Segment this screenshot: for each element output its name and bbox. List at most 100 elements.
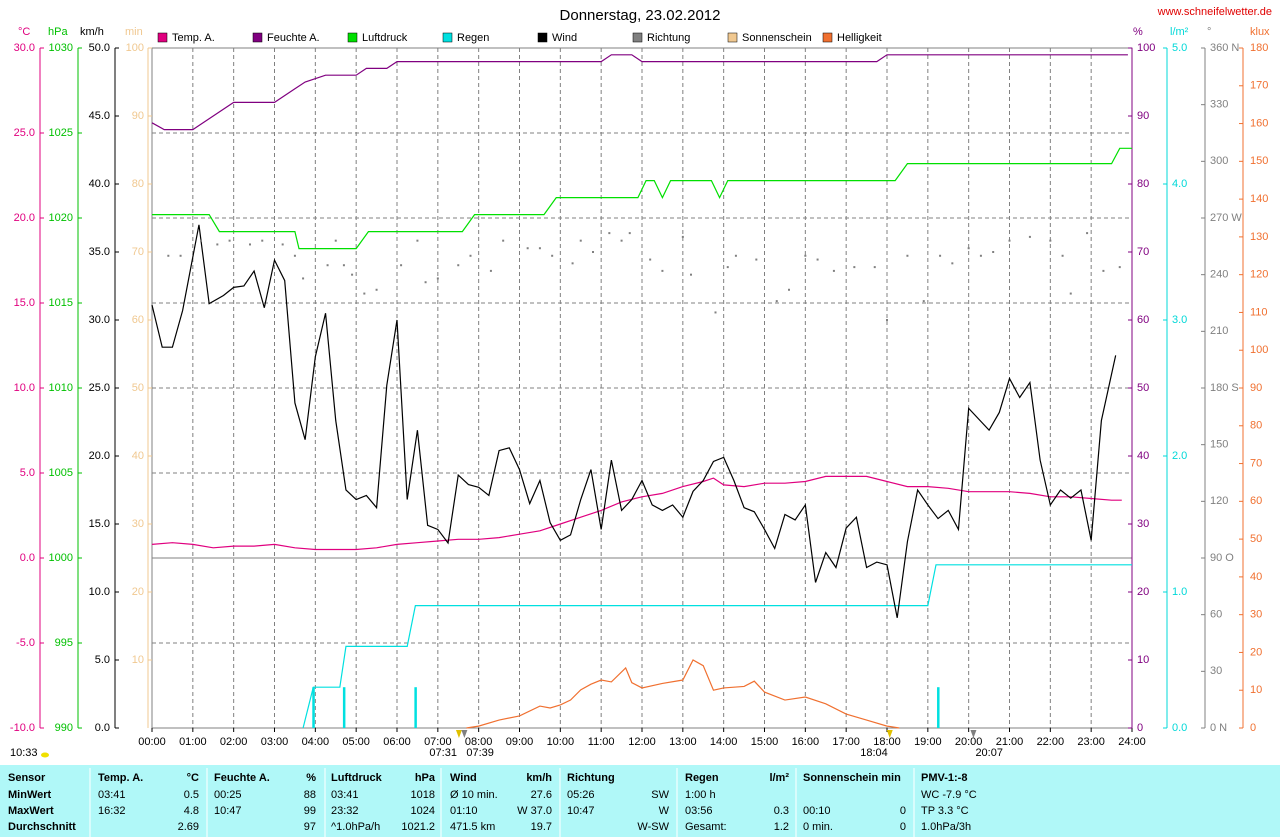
table-cell: 00:25 [214, 789, 242, 801]
table-cell: Sonnenschein min [803, 772, 901, 784]
direction-dot [628, 232, 631, 235]
y-tick-label: 100 [1250, 344, 1268, 356]
direction-dot [502, 239, 505, 242]
direction-dot [551, 254, 554, 257]
direction-dot [469, 254, 472, 257]
sun-time: 07:39 [466, 747, 494, 759]
y-tick-label: 5.0 [20, 467, 35, 479]
y-tick-label: 45.0 [89, 110, 110, 122]
y-tick-label: 60 [1250, 495, 1262, 507]
table-cell: 1024 [411, 805, 435, 817]
direction-dot [293, 254, 296, 257]
day-length: 10:33 [10, 747, 38, 759]
x-tick-label: 22:00 [1037, 736, 1065, 748]
direction-dot [939, 254, 942, 257]
y-tick-label: 300 [1210, 155, 1228, 167]
direction-dot [1086, 232, 1089, 235]
legend-swatch [442, 32, 453, 43]
direction-dot [592, 251, 594, 253]
table-cell: Richtung [567, 772, 615, 784]
table-cell: 1.2 [774, 821, 789, 833]
direction-dot [1028, 235, 1031, 238]
legend-swatch [537, 32, 548, 43]
direction-dot [906, 254, 909, 257]
y-tick-label: 50 [1250, 533, 1262, 545]
y-tick-label: 0.0 [20, 552, 35, 564]
x-tick-label: 23:00 [1077, 736, 1105, 748]
y-tick-label: 2.0 [1172, 450, 1187, 462]
y-tick-label: 90 O [1210, 552, 1234, 564]
direction-dot [200, 239, 202, 242]
direction-dot [179, 254, 182, 257]
table-cell: 97 [304, 821, 316, 833]
y-tick-label: 210 [1210, 325, 1228, 337]
table-cell: 471.5 km [450, 821, 495, 833]
table-cell: Ø 10 min. [450, 789, 498, 801]
legend-label: Helligkeit [837, 32, 882, 44]
y-tick-label: 80 [1137, 178, 1149, 190]
y-tick-label: 130 [1250, 231, 1268, 243]
y-tick-label: 20 [132, 586, 144, 598]
y-tick-label: 0.0 [1172, 722, 1187, 734]
y-tick-label: 15.0 [14, 297, 35, 309]
table-cell: 0.3 [774, 805, 789, 817]
table-cell: ^1.0hPa/h [331, 821, 380, 833]
x-tick-label: 10:00 [547, 736, 575, 748]
direction-dot [886, 319, 888, 321]
y-tick-label: 1020 [49, 212, 73, 224]
table-cell: SW [651, 789, 669, 801]
table-cell: 10:47 [214, 805, 242, 817]
y-tick-label: 150 [1250, 155, 1268, 167]
axis-unit: l/m² [1170, 26, 1189, 38]
y-tick-label: 10.0 [89, 586, 110, 598]
x-tick-label: 06:00 [383, 736, 411, 748]
table-cell: Temp. A. [98, 772, 143, 784]
y-tick-label: 50 [132, 382, 144, 394]
legend-swatch [727, 32, 738, 43]
table-cell: 1.0hPa/3h [921, 821, 971, 833]
table-cell: l/m² [769, 772, 789, 784]
y-tick-label: 25.0 [14, 127, 35, 139]
direction-dot [457, 264, 460, 267]
legend-swatch [252, 32, 263, 43]
direction-dot [620, 239, 623, 242]
y-tick-label: 15.0 [89, 518, 110, 530]
table-cell: 23:32 [331, 805, 359, 817]
y-tick-label: 20 [1137, 586, 1149, 598]
y-tick-label: 3.0 [1172, 314, 1187, 326]
direction-dot [1069, 292, 1072, 295]
direction-dot [424, 281, 427, 284]
y-tick-label: 995 [55, 637, 73, 649]
y-tick-label: 60 [132, 314, 144, 326]
y-tick-label: 330 [1210, 99, 1228, 111]
y-tick-label: 30.0 [89, 314, 110, 326]
y-tick-label: 180 S [1210, 382, 1239, 394]
x-tick-label: 12:00 [628, 736, 656, 748]
table-cell: 4.8 [184, 805, 199, 817]
y-tick-label: 0 N [1210, 722, 1227, 734]
legend-swatch [347, 32, 358, 43]
y-tick-label: 120 [1250, 269, 1268, 281]
y-tick-label: 70 [132, 246, 144, 258]
table-cell: W [659, 805, 670, 817]
table-cell: 03:41 [98, 789, 126, 801]
direction-dot [1118, 266, 1121, 269]
x-tick-label: 09:00 [506, 736, 534, 748]
y-tick-label: 80 [1250, 420, 1262, 432]
direction-dot [538, 247, 541, 250]
y-tick-label: 30 [132, 518, 144, 530]
y-tick-label: 20.0 [89, 450, 110, 462]
x-tick-label: 24:00 [1118, 736, 1146, 748]
sun-time: 20:07 [975, 747, 1003, 759]
direction-dot [342, 264, 345, 267]
table-cell: 1:00 h [685, 789, 716, 801]
x-tick-label: 13:00 [669, 736, 697, 748]
sun-icon [41, 752, 49, 758]
table-cell: 00:10 [803, 805, 831, 817]
legend-label: Richtung [647, 32, 690, 44]
direction-dot [216, 243, 219, 246]
rain-bar [342, 687, 346, 728]
table-cell: PMV-1:-8 [921, 772, 967, 784]
table-cell: 19.7 [531, 821, 552, 833]
